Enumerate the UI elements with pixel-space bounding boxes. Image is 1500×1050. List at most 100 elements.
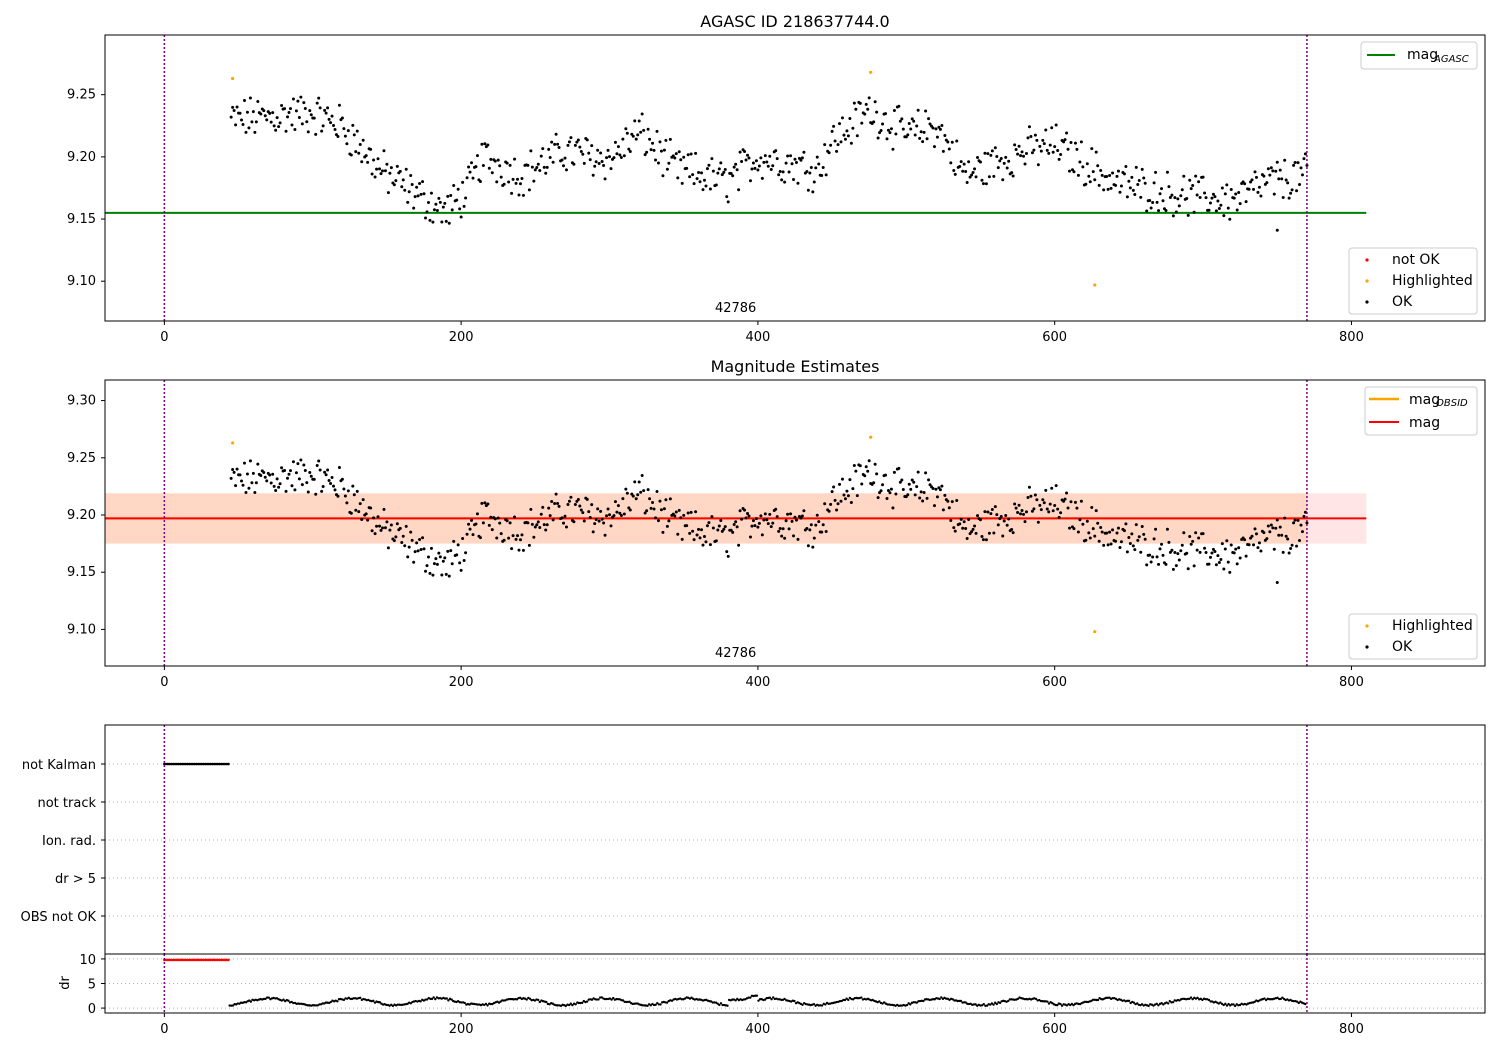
data-point-ok [323, 108, 327, 112]
dr-point [525, 998, 528, 1001]
data-point-ok [412, 206, 416, 210]
data-point-ok [1232, 551, 1236, 555]
data-point-ok [1188, 178, 1192, 182]
dr-point [938, 997, 941, 1001]
x-tick-label: 200 [449, 330, 474, 345]
dr-point [450, 998, 453, 1001]
data-point-ok [288, 469, 292, 473]
data-point-ok [1208, 201, 1212, 205]
data-point-ok [1002, 161, 1006, 165]
dr-point [1219, 1001, 1222, 1004]
data-point-ok [274, 128, 278, 132]
data-point-ok [471, 176, 475, 180]
data-point-ok [840, 116, 844, 120]
data-point-ok [984, 538, 988, 542]
data-point-ok [286, 476, 290, 480]
data-point-ok [777, 529, 781, 533]
data-point-ok [321, 484, 325, 488]
data-point-ok [1063, 138, 1067, 142]
data-point-ok [536, 520, 540, 524]
data-point-ok [751, 519, 755, 523]
data-point-ok [754, 517, 758, 521]
data-point-ok [1036, 163, 1040, 167]
data-point-ok [872, 481, 876, 485]
data-point-ok [329, 121, 333, 125]
data-point-ok [1176, 552, 1180, 556]
data-point-ok [1050, 486, 1054, 490]
data-point-ok [1136, 182, 1140, 186]
data-point-ok [247, 126, 251, 130]
data-point-ok [287, 111, 291, 115]
data-point-ok [940, 484, 944, 488]
data-point-ok [1030, 151, 1034, 155]
data-point-ok [759, 156, 763, 160]
data-point-ok [315, 101, 319, 105]
data-point-ok [303, 107, 307, 111]
data-point-ok [458, 207, 462, 211]
data-point-ok [1287, 196, 1291, 200]
data-point-ok [486, 502, 490, 506]
dr-point [1034, 997, 1038, 1001]
dr-point [1132, 1001, 1136, 1004]
data-point-ok [1160, 187, 1164, 191]
data-point-ok [1014, 506, 1018, 510]
data-point-ok [999, 157, 1003, 161]
data-point-ok [747, 514, 751, 518]
data-point-ok [993, 146, 997, 150]
data-point-ok [925, 496, 929, 500]
data-point-ok [1151, 555, 1155, 559]
data-point-ok [685, 166, 689, 170]
dr-point [1147, 1004, 1150, 1008]
data-point-ok [633, 119, 637, 123]
data-point-ok [935, 495, 939, 499]
data-point-ok [949, 161, 953, 165]
data-point-ok [1048, 143, 1052, 147]
y-tick-label: 0 [88, 1002, 96, 1017]
data-point-ok [579, 508, 583, 512]
data-point-ok [355, 129, 359, 133]
data-point-ok [1222, 214, 1226, 218]
data-point-ok [1168, 196, 1172, 200]
data-point-ok [1085, 162, 1089, 166]
data-point-ok [615, 152, 619, 156]
data-point-ok [661, 530, 665, 534]
data-point-ok [1292, 163, 1296, 167]
data-point-ok [383, 169, 387, 173]
data-point-ok [864, 465, 868, 469]
panel1-legend-status: not OK Highlighted OK [1348, 247, 1478, 315]
data-point-ok [852, 101, 856, 105]
data-point-ok [1007, 517, 1011, 521]
data-point-ok [409, 530, 413, 534]
data-point-ok [554, 492, 558, 496]
data-point-ok [1265, 181, 1269, 185]
data-point-ok [673, 514, 677, 518]
data-point-ok [299, 95, 303, 99]
data-point-ok [456, 187, 460, 191]
data-point-ok [1275, 228, 1279, 232]
data-point-ok [507, 536, 511, 540]
data-point-ok [646, 488, 650, 492]
data-point-ok [337, 103, 341, 107]
data-point-ok [379, 528, 383, 532]
data-point-ok [695, 177, 699, 181]
data-point-ok [717, 524, 721, 528]
dr-point [1046, 1000, 1049, 1003]
x-tick-label: 200 [449, 1022, 474, 1037]
data-point-ok [332, 124, 336, 128]
data-point-ok [1284, 534, 1288, 538]
data-point-ok [981, 538, 985, 542]
data-point-ok [824, 530, 828, 534]
data-point-ok [842, 493, 846, 497]
data-point-ok [489, 515, 493, 519]
data-point-ok [1111, 528, 1115, 532]
data-point-ok [470, 518, 474, 522]
data-point-ok [1180, 543, 1184, 547]
data-point-ok [843, 137, 847, 141]
data-point-ok [1115, 531, 1119, 535]
data-point-ok [686, 153, 690, 157]
flag-point-not-kalman [170, 762, 173, 766]
data-point-ok [998, 517, 1002, 521]
data-point-ok [1044, 488, 1048, 492]
data-point-ok [1197, 180, 1201, 184]
data-point-ok [1019, 512, 1023, 516]
